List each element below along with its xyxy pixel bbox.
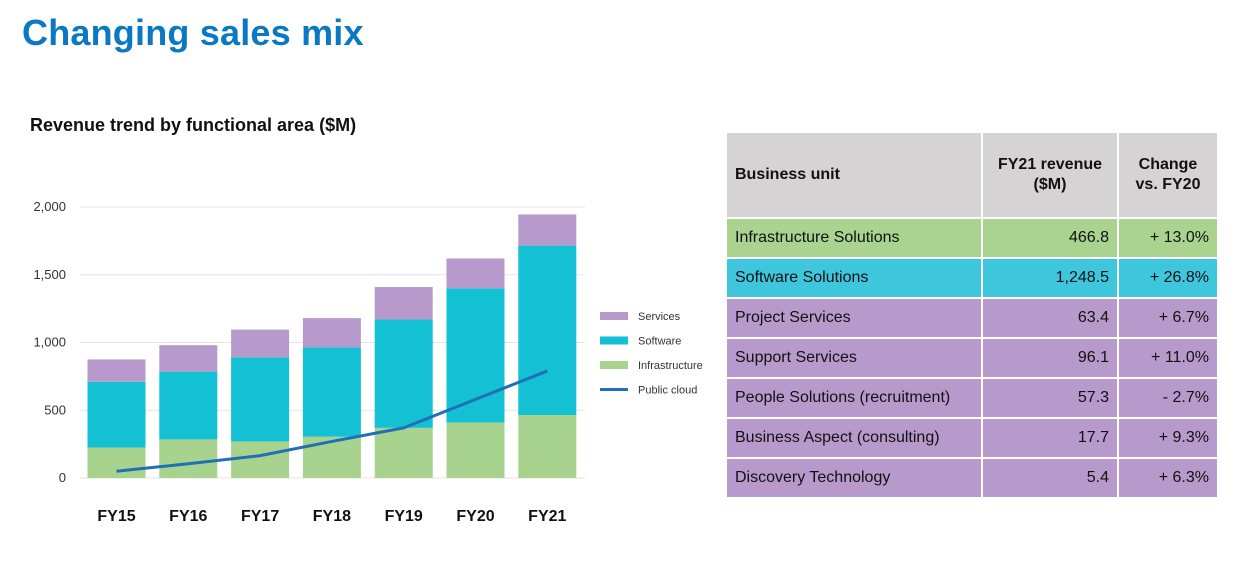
bar-services-fy15 xyxy=(87,359,146,382)
cell-revenue: 96.1 xyxy=(981,337,1119,379)
chart-title: Revenue trend by functional area ($M) xyxy=(30,115,357,135)
cell-business-unit: Discovery Technology xyxy=(725,457,983,499)
bar-software-fy19 xyxy=(374,319,433,428)
cell-business-unit: Infrastructure Solutions xyxy=(725,217,983,259)
revenue-chart: 0 500 1,000 1,500 2,000 FY15 FY16 FY17 FY18 FY19 F… xyxy=(33,199,703,525)
bar-software-fy21 xyxy=(518,245,577,415)
bar-services-fy17 xyxy=(231,329,290,358)
cell-business-unit: Support Services xyxy=(725,337,983,379)
cell-change: + 13.0% xyxy=(1117,217,1219,259)
bar-services-fy18 xyxy=(302,318,361,348)
x-tick-label-fy15: FY15 xyxy=(97,508,135,525)
table-row: Software Solutions 1,248.5 + 26.8% xyxy=(725,257,1219,299)
x-tick-label-fy19: FY19 xyxy=(385,508,423,525)
header-business-unit: Business unit xyxy=(725,131,983,219)
bar-software-fy20 xyxy=(446,288,505,423)
cell-change: + 6.3% xyxy=(1117,457,1219,499)
cell-change: + 11.0% xyxy=(1117,337,1219,379)
cell-business-unit: Business Aspect (consulting) xyxy=(725,417,983,459)
x-tick-label-fy16: FY16 xyxy=(169,508,207,525)
y-tick-label: 0 xyxy=(59,470,66,485)
table-header-row: Business unit FY21 revenue ($M) Change v… xyxy=(725,131,1219,219)
bar-infrastructure-fy20 xyxy=(446,422,505,478)
cell-change: - 2.7% xyxy=(1117,377,1219,419)
cell-revenue: 466.8 xyxy=(981,217,1119,259)
legend-swatch-software xyxy=(600,336,628,345)
bar-infrastructure-fy19 xyxy=(374,427,433,478)
legend-label-software: Software xyxy=(638,336,681,348)
cell-revenue: 5.4 xyxy=(981,457,1119,499)
x-tick-label-fy20: FY20 xyxy=(456,508,494,525)
line-public-cloud xyxy=(116,369,548,473)
table-row: Infrastructure Solutions 466.8 + 13.0% xyxy=(725,217,1219,259)
bar-services-fy20 xyxy=(446,258,505,289)
bar-services-fy21 xyxy=(518,214,577,246)
cell-business-unit: Project Services xyxy=(725,297,983,339)
cell-revenue: 17.7 xyxy=(981,417,1119,459)
bar-infrastructure-fy16 xyxy=(159,439,218,478)
x-tick-label-fy18: FY18 xyxy=(313,508,351,525)
legend-swatch-infrastructure xyxy=(600,361,628,369)
cell-revenue: 63.4 xyxy=(981,297,1119,339)
table-row: Business Aspect (consulting) 17.7 + 9.3% xyxy=(725,417,1219,459)
bar-software-fy17 xyxy=(231,357,290,442)
header-fy21-revenue: FY21 revenue ($M) xyxy=(981,131,1119,219)
bar-infrastructure-fy15 xyxy=(87,447,146,478)
legend-swatch-services xyxy=(600,312,628,320)
cell-change: + 9.3% xyxy=(1117,417,1219,459)
cell-business-unit: People Solutions (recruitment) xyxy=(725,377,983,419)
bar-software-fy16 xyxy=(159,371,218,440)
table-row: Discovery Technology 5.4 + 6.3% xyxy=(725,457,1219,499)
business-unit-table: Business unit FY21 revenue ($M) Change v… xyxy=(725,131,1219,499)
cell-change: + 26.8% xyxy=(1117,257,1219,299)
cell-business-unit: Software Solutions xyxy=(725,257,983,299)
bar-infrastructure-fy17 xyxy=(231,441,290,478)
table-row: Support Services 96.1 + 11.0% xyxy=(725,337,1219,379)
bar-services-fy19 xyxy=(374,286,433,320)
x-tick-label-fy17: FY17 xyxy=(241,508,279,525)
legend-label-public-cloud: Public cloud xyxy=(638,385,697,397)
y-tick-label: 1,000 xyxy=(33,335,66,350)
cell-revenue: 57.3 xyxy=(981,377,1119,419)
y-tick-label: 500 xyxy=(44,402,66,417)
y-tick-label: 1,500 xyxy=(33,267,66,282)
y-tick-label: 2,000 xyxy=(33,199,66,214)
header-change: Change vs. FY20 xyxy=(1117,131,1219,219)
bar-software-fy15 xyxy=(87,381,146,448)
bar-infrastructure-fy18 xyxy=(302,436,361,478)
cell-revenue: 1,248.5 xyxy=(981,257,1119,299)
bar-software-fy18 xyxy=(302,347,361,437)
table-row: Project Services 63.4 + 6.7% xyxy=(725,297,1219,339)
bar-infrastructure-fy21 xyxy=(518,414,577,478)
cell-change: + 6.7% xyxy=(1117,297,1219,339)
legend-label-services: Services xyxy=(638,311,681,323)
x-tick-label-fy21: FY21 xyxy=(528,508,566,525)
legend-label-infrastructure: Infrastructure xyxy=(638,360,703,372)
bar-services-fy16 xyxy=(159,345,218,372)
table-row: People Solutions (recruitment) 57.3 - 2.… xyxy=(725,377,1219,419)
page-title: Changing sales mix xyxy=(22,12,364,53)
